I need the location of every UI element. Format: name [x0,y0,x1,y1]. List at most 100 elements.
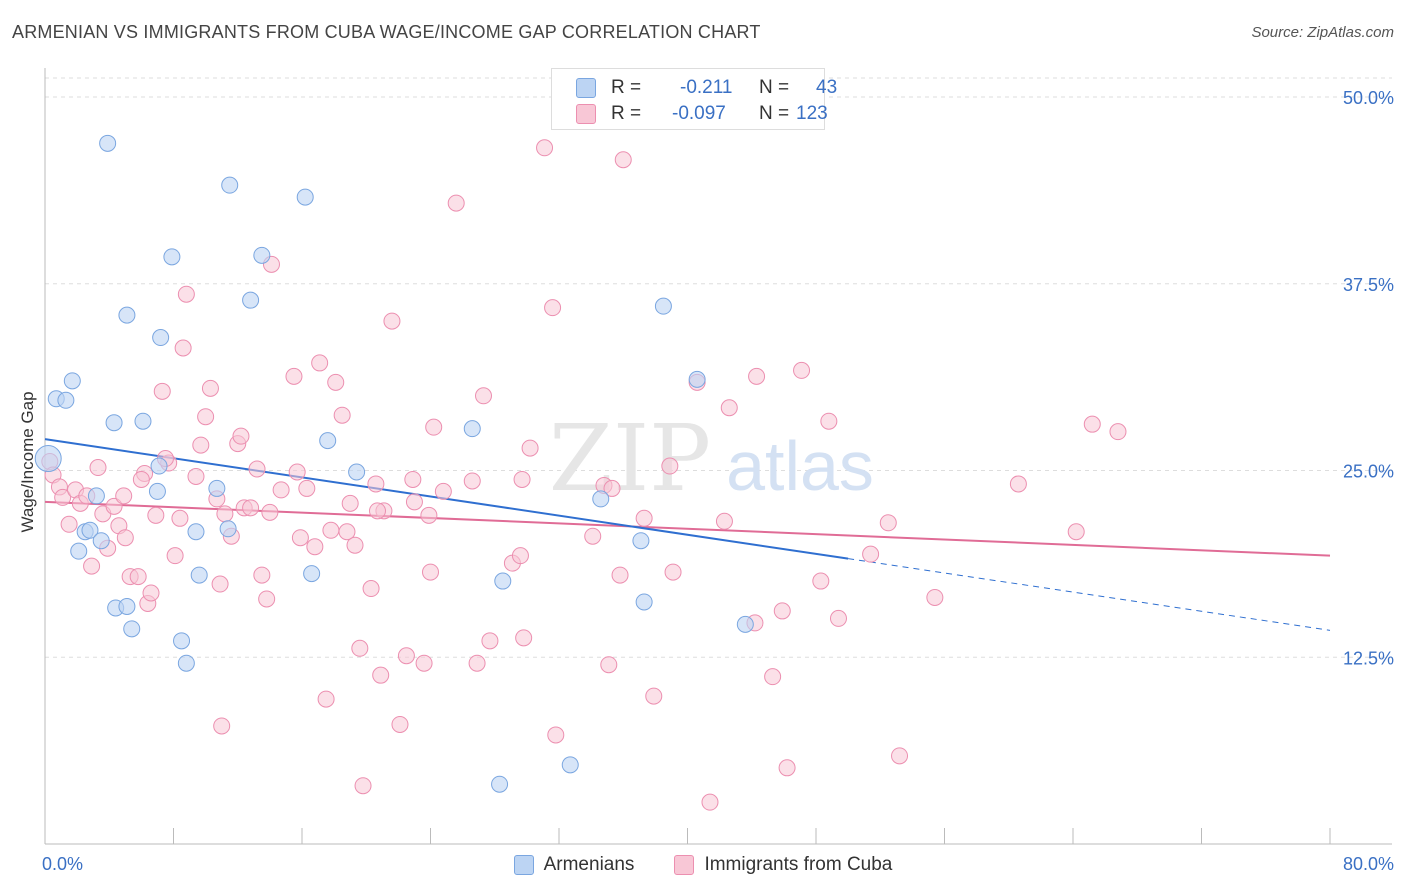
data-point-armenians [81,521,99,539]
data-point-cuba [879,514,897,532]
data-point-cuba [368,502,386,520]
data-point-armenians [34,445,62,473]
trend-line-cuba [44,500,1331,557]
data-point-armenians [87,487,105,505]
legend-label-armenians: Armenians [543,854,635,875]
data-point-armenians [319,432,337,450]
data-point-cuba [242,499,260,517]
data-point-cuba [115,487,133,505]
data-point-cuba [425,418,443,436]
y-tick-label: 37.5% [1343,275,1394,295]
data-point-cuba [197,408,215,426]
data-point-cuba [285,367,303,385]
data-point-armenians [105,414,123,432]
data-point-cuba [513,470,531,488]
data-point-cuba [354,777,372,795]
series-cuba-points [41,139,1127,811]
data-point-cuba [132,470,150,488]
data-point-cuba [463,472,481,490]
data-point-cuba [171,509,189,527]
data-point-cuba [333,406,351,424]
stats-n-label: N = [759,77,790,98]
data-point-cuba [248,460,266,478]
data-point-cuba [116,529,134,547]
data-point-cuba [327,373,345,391]
stats-n-value: 123 [796,103,828,124]
data-point-cuba [383,312,401,330]
data-point-cuba [748,367,766,385]
x-tick-label: 0.0% [42,854,83,874]
stats-legend: R = -0.211 N = 43 R = -0.097 N = 123 [551,68,837,130]
data-point-cuba [422,563,439,581]
data-point-armenians [92,532,110,550]
data-point-cuba [926,588,944,606]
data-point-cuba [404,470,422,488]
data-point-cuba [177,285,195,303]
data-point-armenians [303,565,321,583]
data-point-cuba [258,590,276,608]
stats-r-label: R = [611,77,642,98]
data-point-armenians [219,520,237,538]
data-point-armenians [63,372,81,390]
bottom-legend: Armenians Immigrants from Cuba [0,850,1406,880]
data-point-cuba [511,547,529,565]
data-point-cuba [397,647,415,665]
data-point-cuba [1109,423,1127,441]
data-point-armenians [57,391,75,409]
data-point-cuba [715,512,733,530]
data-point-armenians [463,420,481,438]
data-point-armenians [152,329,170,347]
data-point-armenians [118,597,136,615]
data-point-cuba [166,547,184,565]
data-point-cuba [447,194,465,212]
data-point-armenians [190,566,208,584]
data-point-cuba [201,379,219,397]
y-axis-label: Wage/Income Gap [18,391,37,533]
series-armenians-points [34,134,754,793]
data-point-cuba [600,656,618,674]
data-point-cuba [664,563,682,581]
data-point-cuba [614,151,632,169]
data-point-armenians [148,482,166,500]
data-point-cuba [391,715,409,733]
data-point-cuba [1083,415,1101,433]
data-point-cuba [232,427,250,445]
data-point-armenians [208,479,226,497]
data-point-cuba [362,580,380,598]
legend-item-armenians[interactable]: Armenians [513,854,635,876]
data-point-cuba [213,717,231,735]
stats-r-label: R = [611,103,642,124]
data-point-cuba [793,361,811,379]
data-point-cuba [420,506,438,524]
stats-r-value: -0.097 [672,103,726,124]
y-tick-label: 25.0% [1343,462,1394,482]
data-point-cuba [346,536,364,554]
data-point-cuba [129,568,147,586]
data-point-armenians [187,523,205,541]
data-point-cuba [635,509,653,527]
data-point-cuba [306,538,324,556]
data-point-cuba [60,515,78,533]
data-point-cuba [187,467,205,485]
data-point-cuba [584,527,602,545]
data-point-cuba [338,523,356,541]
data-point-armenians [632,532,650,550]
legend-item-cuba[interactable]: Immigrants from Cuba [674,854,892,876]
y-tick-label: 50.0% [1343,88,1394,108]
stats-swatch-cuba [576,104,596,124]
data-point-armenians [654,297,672,315]
data-point-armenians [348,463,366,481]
data-point-cuba [261,503,279,521]
data-point-armenians [561,756,579,774]
data-point-cuba [291,529,309,547]
data-point-armenians [688,370,706,388]
data-point-armenians [99,134,117,152]
data-point-cuba [211,575,229,593]
data-point-armenians [163,248,181,266]
stats-n-label: N = [759,103,790,124]
data-point-cuba [142,584,160,602]
data-point-cuba [147,506,165,524]
data-point-cuba [701,793,719,811]
data-point-armenians [296,188,314,206]
